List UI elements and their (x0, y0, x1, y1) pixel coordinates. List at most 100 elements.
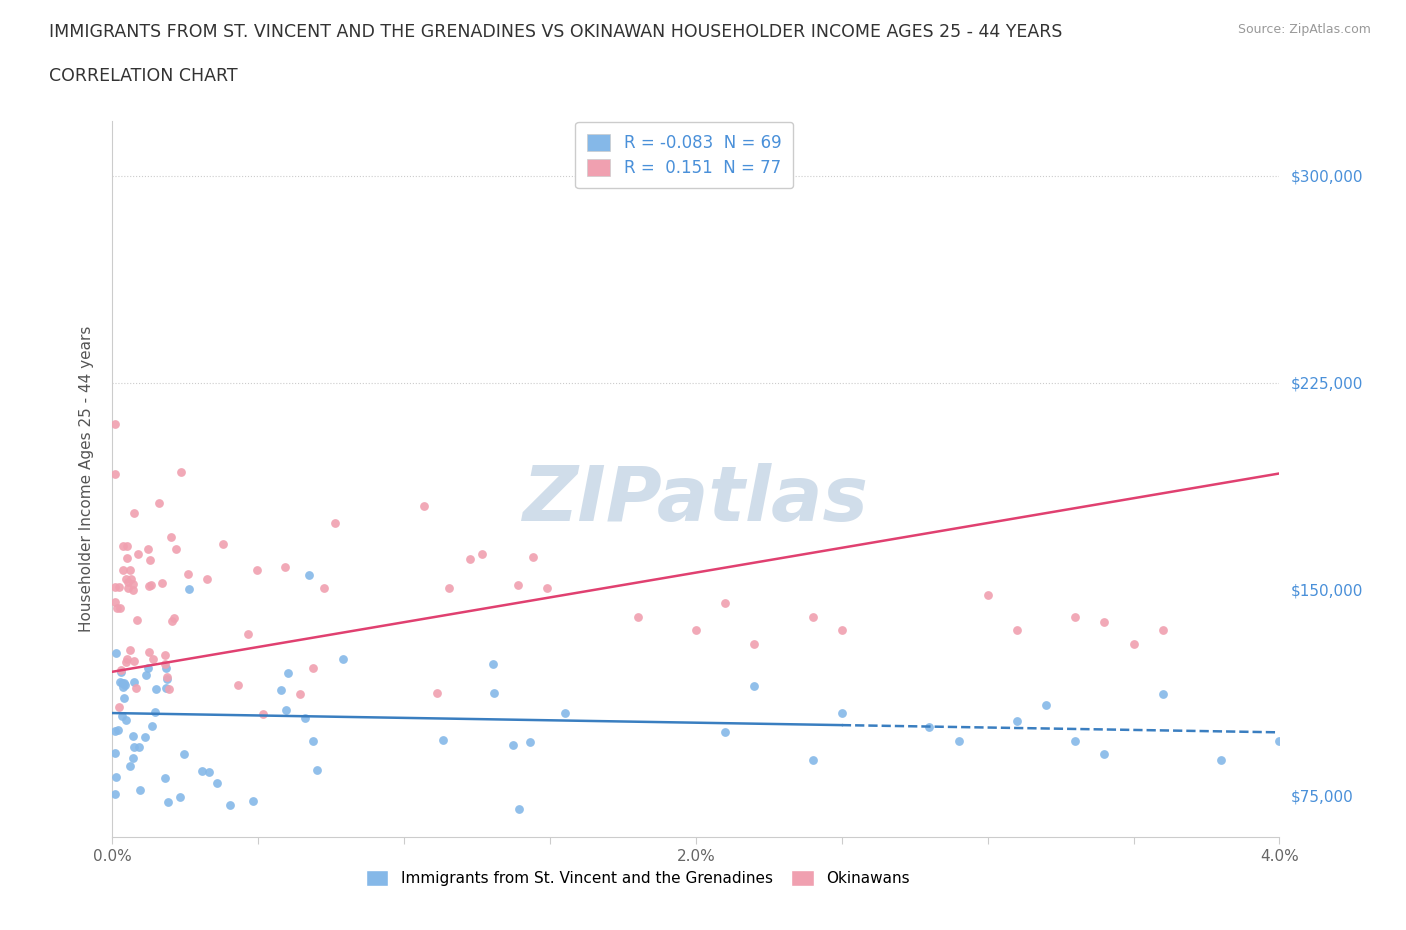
Point (205, 776, 228, 790)
Point (332, 651, 354, 666)
Point (177, 567, 200, 582)
Point (115, 538, 138, 553)
Point (1094, 615, 1116, 630)
Point (554, 706, 576, 721)
Point (136, 661, 159, 676)
Point (104, 417, 127, 432)
Point (412, 499, 434, 514)
Point (121, 751, 143, 765)
Point (111, 709, 134, 724)
Point (294, 711, 316, 725)
Point (111, 676, 134, 691)
Point (482, 686, 505, 701)
Point (1005, 623, 1028, 638)
Point (112, 680, 135, 695)
Legend: Immigrants from St. Vincent and the Grenadines, Okinawans: Immigrants from St. Vincent and the Gren… (359, 862, 917, 894)
Point (277, 665, 299, 680)
Text: Source: ZipAtlas.com: Source: ZipAtlas.com (1237, 23, 1371, 36)
Point (506, 578, 529, 592)
Point (117, 575, 139, 590)
Point (536, 581, 558, 596)
Point (138, 644, 160, 659)
Point (831, 706, 853, 721)
Point (108, 579, 131, 594)
Point (134, 730, 156, 745)
Point (458, 551, 481, 566)
Point (118, 563, 141, 578)
Point (801, 609, 824, 624)
Point (104, 786, 127, 801)
Point (742, 637, 765, 652)
Point (1005, 714, 1028, 729)
Point (138, 578, 160, 593)
Point (122, 675, 145, 690)
Text: ZIPatlas: ZIPatlas (523, 463, 869, 538)
Point (107, 601, 129, 616)
Point (112, 691, 135, 706)
Point (157, 682, 180, 697)
Point (288, 686, 311, 701)
Point (1152, 686, 1174, 701)
Point (153, 771, 176, 786)
Point (169, 790, 191, 804)
Point (298, 568, 321, 583)
Point (1268, 733, 1291, 748)
Point (502, 737, 524, 752)
Point (150, 576, 173, 591)
Point (128, 739, 150, 754)
Text: CORRELATION CHART: CORRELATION CHART (49, 67, 238, 85)
Point (111, 563, 134, 578)
Point (246, 563, 269, 578)
Point (112, 538, 135, 553)
Point (143, 705, 166, 720)
Point (831, 623, 853, 638)
Point (139, 552, 162, 567)
Point (714, 724, 737, 739)
Point (918, 720, 941, 735)
Point (218, 798, 240, 813)
Point (139, 578, 162, 592)
Point (1064, 609, 1087, 624)
Point (314, 581, 336, 596)
Point (801, 752, 824, 767)
Point (1152, 623, 1174, 638)
Point (153, 657, 176, 671)
Point (156, 671, 179, 686)
Point (305, 763, 328, 777)
Point (117, 580, 139, 595)
Point (124, 654, 146, 669)
Point (160, 614, 183, 629)
Point (121, 728, 143, 743)
Point (104, 467, 127, 482)
Point (115, 652, 138, 667)
Point (115, 551, 138, 565)
Point (426, 685, 449, 700)
Point (432, 732, 454, 747)
Point (274, 703, 297, 718)
Point (156, 794, 179, 809)
Point (155, 681, 177, 696)
Point (125, 612, 148, 627)
Point (714, 595, 737, 610)
Point (163, 611, 186, 626)
Point (471, 547, 494, 562)
Point (252, 706, 274, 721)
Point (135, 668, 157, 683)
Point (270, 683, 292, 698)
Point (156, 670, 179, 684)
Point (128, 782, 150, 797)
Point (127, 546, 149, 561)
Point (115, 712, 138, 727)
Point (325, 515, 347, 530)
Point (948, 733, 970, 748)
Point (482, 657, 505, 671)
Point (122, 583, 145, 598)
Point (226, 677, 249, 692)
Point (110, 601, 132, 616)
Point (114, 678, 136, 693)
Point (301, 734, 323, 749)
Point (118, 759, 141, 774)
Point (685, 623, 707, 638)
Point (242, 793, 264, 808)
Point (110, 662, 132, 677)
